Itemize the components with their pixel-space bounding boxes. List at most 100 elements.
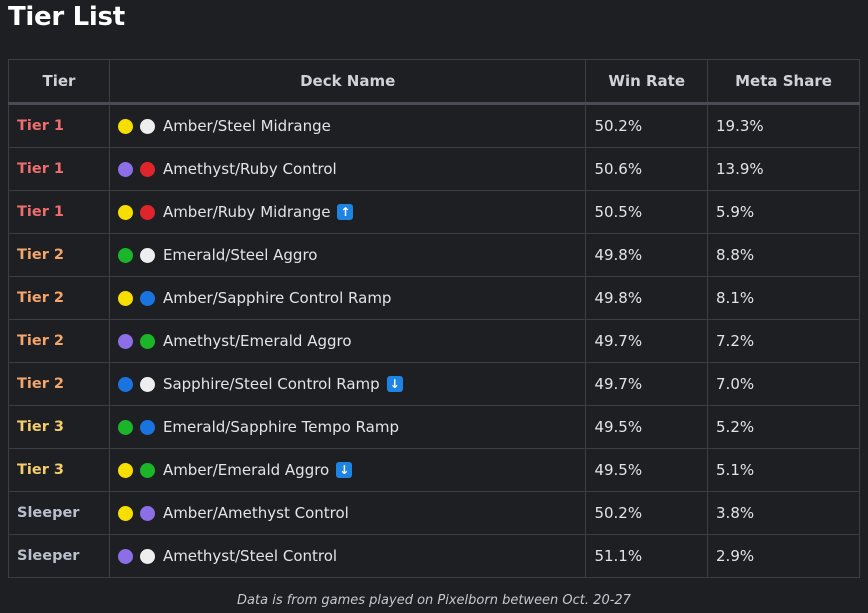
win-rate-value: 50.6%: [585, 147, 709, 191]
page-title: Tier List: [8, 2, 125, 32]
win-rate-value: 49.8%: [585, 233, 709, 277]
meta-share-value: 5.9%: [707, 190, 860, 234]
deck-entry: Amethyst/Ruby Control: [117, 160, 578, 178]
sapphire-ink-icon: [139, 419, 155, 435]
deck-cell: Amber/Amethyst Control: [108, 491, 587, 535]
deck-cell: Amethyst/Steel Control: [108, 534, 587, 578]
trend-down-arrow-icon: ↓: [386, 376, 403, 392]
deck-cell: Emerald/Sapphire Tempo Ramp: [108, 405, 587, 449]
deck-cell: Amber/Ruby Midrange ↑: [108, 190, 587, 234]
win-rate-value: 49.7%: [585, 319, 709, 363]
deck-name: Amethyst/Ruby Control: [162, 160, 337, 178]
steel-ink-icon: [139, 548, 155, 564]
win-rate-value: 49.5%: [585, 405, 709, 449]
deck-entry: Amethyst/Emerald Aggro: [117, 332, 578, 350]
win-rate-value: 49.7%: [585, 362, 709, 406]
sapphire-ink-icon: [139, 290, 155, 306]
amber-ink-icon: [117, 118, 133, 134]
deck-entry: Amber/Emerald Aggro ↓: [117, 461, 578, 479]
meta-share-value: 5.1%: [707, 448, 860, 492]
steel-ink-icon: [139, 247, 155, 263]
emerald-ink-icon: [117, 247, 133, 263]
deck-name: Emerald/Sapphire Tempo Ramp: [162, 418, 399, 436]
amber-ink-icon: [117, 505, 133, 521]
meta-share-value: 8.1%: [707, 276, 860, 320]
meta-share-value: 5.2%: [707, 405, 860, 449]
emerald-ink-icon: [117, 419, 133, 435]
table-row: Tier 1 Amber/Steel Midrange 50.2% 19.3%: [8, 103, 860, 148]
table-row: Sleeper Amber/Amethyst Control 50.2% 3.8%: [8, 491, 860, 535]
table-header-row: Tier Deck Name Win Rate Meta Share: [8, 59, 860, 105]
tier-label: Tier 2: [8, 276, 110, 320]
amethyst-ink-icon: [117, 548, 133, 564]
tier-label: Sleeper: [8, 491, 110, 535]
meta-share-value: 13.9%: [707, 147, 860, 191]
deck-entry: Sapphire/Steel Control Ramp ↓: [117, 375, 578, 393]
steel-ink-icon: [139, 376, 155, 392]
table-row: Tier 3 Amber/Emerald Aggro ↓ 49.5% 5.1%: [8, 448, 860, 492]
win-rate-value: 49.8%: [585, 276, 709, 320]
win-rate-value: 50.2%: [585, 491, 709, 535]
table-row: Tier 1 Amber/Ruby Midrange ↑ 50.5% 5.9%: [8, 190, 860, 234]
header-meta-share[interactable]: Meta Share: [707, 59, 860, 105]
tier-label: Tier 2: [8, 319, 110, 363]
deck-entry: Amethyst/Steel Control: [117, 547, 578, 565]
meta-share-value: 2.9%: [707, 534, 860, 578]
deck-entry: Amber/Sapphire Control Ramp: [117, 289, 578, 307]
deck-entry: Emerald/Steel Aggro: [117, 246, 578, 264]
win-rate-value: 51.1%: [585, 534, 709, 578]
amethyst-ink-icon: [117, 333, 133, 349]
deck-entry: Amber/Amethyst Control: [117, 504, 578, 522]
win-rate-value: 50.5%: [585, 190, 709, 234]
deck-name: Emerald/Steel Aggro: [162, 246, 318, 264]
deck-name: Sapphire/Steel Control Ramp: [162, 375, 380, 393]
meta-share-value: 3.8%: [707, 491, 860, 535]
deck-cell: Amber/Emerald Aggro ↓: [108, 448, 587, 492]
header-win-rate[interactable]: Win Rate: [585, 59, 709, 105]
ruby-ink-icon: [139, 161, 155, 177]
deck-cell: Amber/Steel Midrange: [108, 103, 587, 148]
header-deck-name[interactable]: Deck Name: [108, 59, 587, 105]
deck-name: Amber/Emerald Aggro: [162, 461, 330, 479]
table-row: Tier 2 Amber/Sapphire Control Ramp 49.8% 8.…: [8, 276, 860, 320]
table-row: Sleeper Amethyst/Steel Control 51.1% 2.9%: [8, 534, 860, 578]
tier-label: Tier 2: [8, 233, 110, 277]
meta-share-value: 7.2%: [707, 319, 860, 363]
meta-share-value: 7.0%: [707, 362, 860, 406]
deck-cell: Sapphire/Steel Control Ramp ↓: [108, 362, 587, 406]
tier-label: Sleeper: [8, 534, 110, 578]
sapphire-ink-icon: [117, 376, 133, 392]
tier-label: Tier 1: [8, 147, 110, 191]
ruby-ink-icon: [139, 204, 155, 220]
win-rate-value: 49.5%: [585, 448, 709, 492]
deck-entry: Amber/Steel Midrange: [117, 117, 578, 135]
amber-ink-icon: [117, 290, 133, 306]
deck-cell: Amethyst/Emerald Aggro: [108, 319, 587, 363]
table-row: Tier 2 Emerald/Steel Aggro 49.8% 8.8%: [8, 233, 860, 277]
table-row: Tier 1 Amethyst/Ruby Control 50.6% 13.9%: [8, 147, 860, 191]
trend-down-arrow-icon: ↓: [336, 462, 353, 478]
tier-label: Tier 3: [8, 405, 110, 449]
tier-label: Tier 3: [8, 448, 110, 492]
deck-cell: Amethyst/Ruby Control: [108, 147, 587, 191]
deck-name: Amethyst/Emerald Aggro: [162, 332, 352, 350]
deck-entry: Emerald/Sapphire Tempo Ramp: [117, 418, 578, 436]
tier-label: Tier 1: [8, 190, 110, 234]
amethyst-ink-icon: [139, 505, 155, 521]
tier-label: Tier 1: [8, 103, 110, 148]
amber-ink-icon: [117, 204, 133, 220]
tier-label: Tier 2: [8, 362, 110, 406]
header-tier[interactable]: Tier: [8, 59, 110, 105]
amber-ink-icon: [117, 462, 133, 478]
table-row: Tier 3 Emerald/Sapphire Tempo Ramp 49.5% 5.…: [8, 405, 860, 449]
emerald-ink-icon: [139, 333, 155, 349]
deck-cell: Emerald/Steel Aggro: [108, 233, 587, 277]
deck-name: Amethyst/Steel Control: [162, 547, 338, 565]
trend-up-arrow-icon: ↑: [337, 204, 354, 220]
emerald-ink-icon: [139, 462, 155, 478]
data-source-note: Data is from games played on Pixelborn b…: [237, 593, 631, 608]
deck-name: Amber/Steel Midrange: [162, 117, 331, 135]
tier-list-table: Tier Deck Name Win Rate Meta Share Tier …: [8, 59, 860, 578]
deck-cell: Amber/Sapphire Control Ramp: [108, 276, 587, 320]
meta-share-value: 19.3%: [707, 103, 860, 148]
